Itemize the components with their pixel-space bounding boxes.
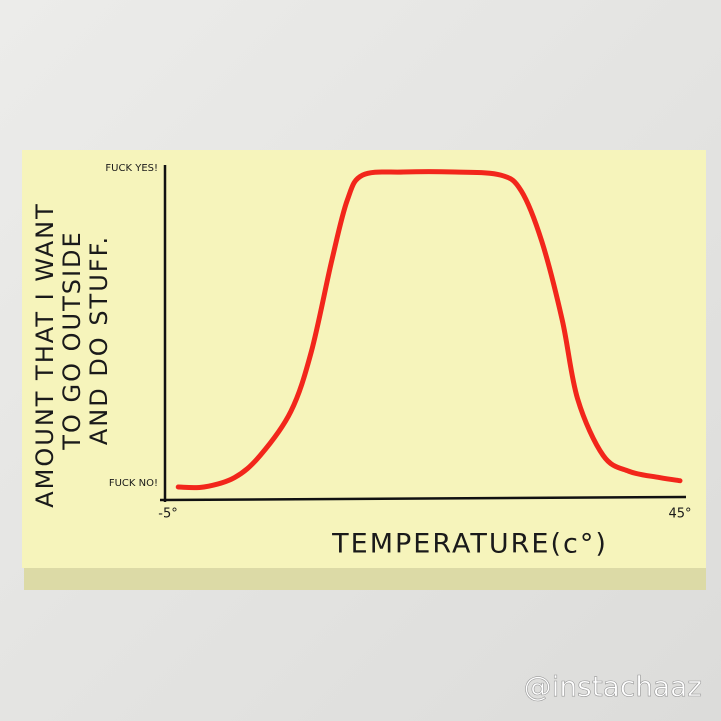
watermark: @instachaaz xyxy=(524,670,702,703)
y-label-line: TO GO OUTSIDE xyxy=(58,230,86,450)
x-axis-label: TEMPERATURE(c°) xyxy=(331,529,608,560)
y-tick-label: FUCK NO! xyxy=(109,478,158,489)
x-axis xyxy=(159,495,687,502)
y-label-line: AMOUNT THAT I WANT xyxy=(31,202,59,508)
x-tick-label: -5° xyxy=(158,507,177,522)
y-axis-label: AMOUNT THAT I WANT TO GO OUTSIDE AND DO … xyxy=(31,202,113,508)
y-tick-label: FUCK YES! xyxy=(105,163,158,174)
data-line xyxy=(175,169,683,491)
x-tick-label: 45° xyxy=(668,507,691,522)
y-label-line: AND DO STUFF. xyxy=(85,235,113,445)
sticky-note xyxy=(22,150,706,568)
